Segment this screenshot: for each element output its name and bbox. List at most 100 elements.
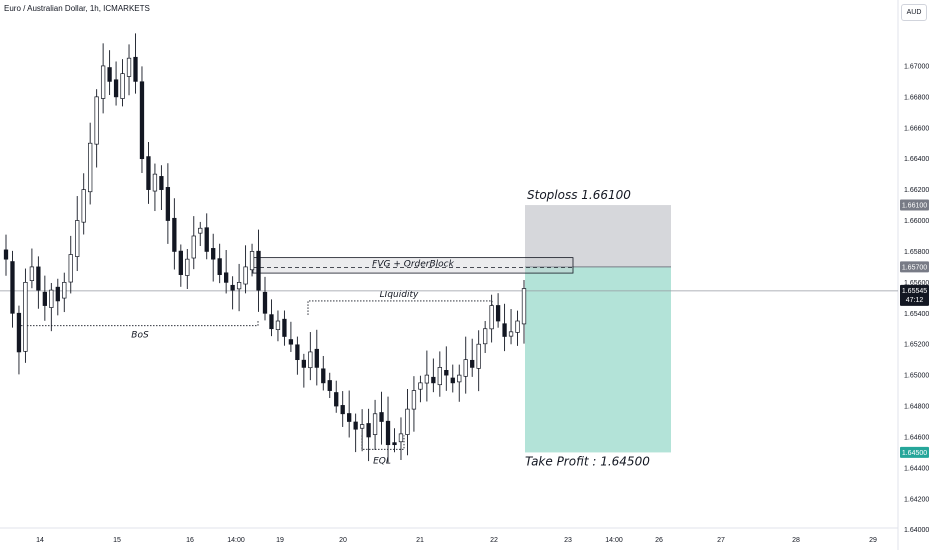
candle-body [321,368,326,384]
x-tick-label: 28 [792,537,800,544]
bos-label: BoS [131,331,149,341]
x-tick-label: 16 [186,537,194,544]
candle-body [100,65,106,99]
candle-body [502,323,507,337]
y-tick-label: 1.66400 [904,156,929,163]
candle-body [36,266,41,291]
candle-body [385,420,391,446]
chart-title: Euro / Australian Dollar, 1h, ICMARKETS [4,4,150,13]
svg-text:1.65700: 1.65700 [902,264,927,271]
candle-body [262,291,268,314]
candle-body [139,81,145,160]
candle-body [431,376,436,384]
candle-body [437,367,442,386]
candle-body [495,305,501,322]
current-price-label: 1.65545 47:12 [900,284,929,306]
candle-body [23,282,28,352]
y-tick-label: 1.65000 [904,373,929,380]
candle-body [256,250,261,291]
candle-body [217,258,222,275]
y-tick-label: 1.65200 [904,342,929,349]
y-tick-label: 1.64800 [904,404,929,411]
x-tick-label: 19 [276,537,284,544]
candle-body [62,282,67,299]
x-tick-label: 14:00 [605,537,623,544]
liquidity-label: LIquidity [380,290,419,300]
candle-body [249,251,255,271]
candle-body [470,359,475,368]
x-tick-label: 21 [416,537,424,544]
candle-body [334,392,339,407]
x-tick-label: 20 [339,537,347,544]
candle-body [126,57,132,77]
candle-body [230,284,235,291]
candle-body [42,291,47,306]
candle-body [450,377,455,384]
x-tick-label: 26 [655,537,663,544]
candle-body [379,412,384,422]
stoploss-price-label: 1.66100 [900,199,929,211]
y-tick-label: 1.65800 [904,249,929,256]
candle-body [463,359,468,377]
bos-line [18,319,259,327]
candle-body [88,142,93,193]
candle-body [146,156,151,190]
take-profit-zone[interactable] [525,266,671,453]
candle-body [49,289,54,308]
x-tick-label: 14:00 [227,537,245,544]
candle-body [81,189,86,223]
candle-body [392,442,397,446]
stoploss-annotation: Stoploss 1.66100 [527,188,631,202]
y-tick-label: 1.66600 [904,125,929,132]
entry-price-label: 1.65700 [900,261,929,273]
y-tick-label: 1.64600 [904,434,929,441]
candle-body [366,423,371,438]
x-tick-label: 23 [564,537,572,544]
candle-body [372,413,378,435]
candle-body [301,359,306,368]
take-profit-price-label: 1.64500 [900,446,929,458]
svg-text:1.66100: 1.66100 [902,203,927,210]
candle-body [224,272,229,283]
x-tick-label: 29 [869,537,877,544]
candle-body [508,331,514,337]
eql-label: EQL [373,456,391,466]
svg-text:1.64500: 1.64500 [902,450,927,457]
candle-body [288,339,294,345]
candle-body [476,343,481,369]
candle-body [204,227,209,252]
candle-body [68,254,73,283]
candle-body [107,67,112,82]
y-tick-label: 1.65400 [904,311,929,318]
currency-button[interactable]: AUD [901,4,927,21]
candle-body [55,286,60,302]
candle-body [411,390,417,410]
candle-body [359,424,365,429]
y-tick-label: 1.66200 [904,187,929,194]
candle-body [398,433,404,443]
candle-body [113,79,119,98]
liquidity-line [307,300,493,315]
candle-body [159,176,164,190]
candle-body [94,96,99,145]
candle-body [10,261,15,314]
fvg-label: FVG + OrderBlock [372,259,454,269]
candle-body [243,266,248,285]
candle-body [236,282,242,290]
candle-body [308,351,313,369]
y-tick-label: 1.66000 [904,218,929,225]
candle-body [295,344,300,361]
stoploss-zone[interactable] [525,205,671,267]
candle-body [165,187,171,221]
candles [3,33,527,463]
y-tick-label: 1.65600 [904,280,929,287]
candle-body [521,288,527,325]
candle-body [29,266,35,281]
candle-body [16,312,22,353]
candle-body [185,258,190,276]
candle-body [133,56,138,82]
candle-body [269,314,274,330]
candle-body [314,348,319,368]
take-profit-annotation: Take Profit : 1.64500 [525,454,650,468]
